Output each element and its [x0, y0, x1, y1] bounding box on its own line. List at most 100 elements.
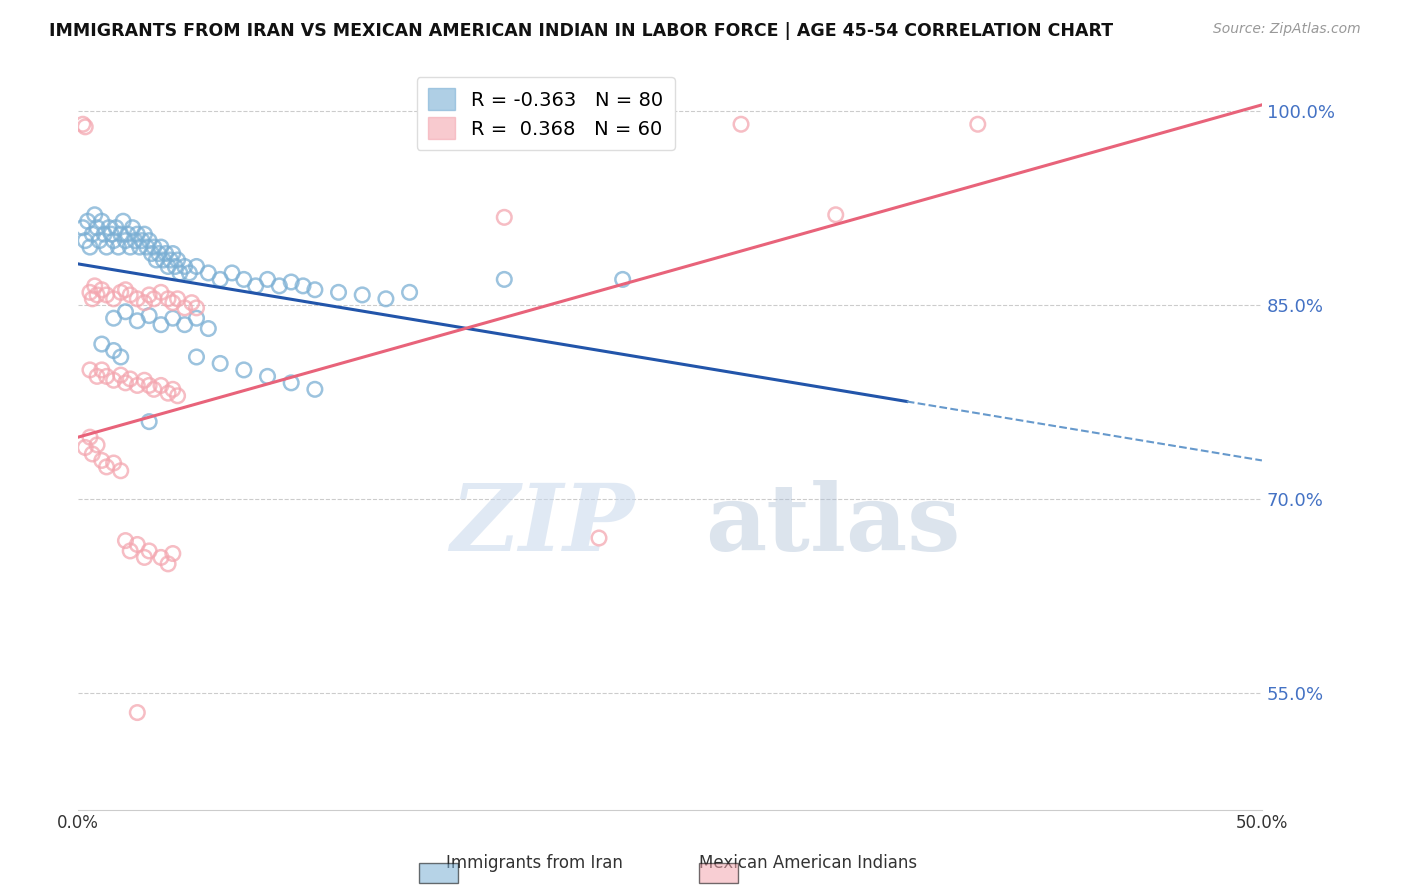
Point	[120, 240, 142, 254]
Point	[232, 363, 254, 377]
Point	[75, 234, 97, 248]
Point	[114, 304, 136, 318]
Point	[269, 278, 291, 293]
Point	[138, 288, 160, 302]
Point	[494, 211, 516, 225]
Point	[157, 260, 180, 274]
Legend: R = -0.363   N = 80, R =  0.368   N = 60: R = -0.363 N = 80, R = 0.368 N = 60	[416, 77, 675, 151]
Point	[127, 227, 149, 242]
Text: atlas: atlas	[706, 480, 960, 570]
Point	[292, 278, 315, 293]
Point	[169, 266, 191, 280]
Point	[79, 430, 101, 444]
Point	[97, 220, 120, 235]
Point	[89, 234, 111, 248]
Point	[72, 117, 94, 131]
Point	[173, 260, 195, 274]
Point	[128, 240, 150, 254]
Point	[256, 369, 278, 384]
Point	[127, 314, 149, 328]
Point	[79, 285, 101, 300]
Point	[149, 318, 172, 332]
Point	[256, 272, 278, 286]
Point	[82, 227, 104, 242]
Point	[142, 292, 165, 306]
Point	[90, 283, 112, 297]
Point	[162, 311, 184, 326]
Point	[179, 266, 201, 280]
Point	[90, 453, 112, 467]
Point	[107, 240, 129, 254]
Point	[280, 275, 302, 289]
Point	[103, 343, 125, 358]
Point	[86, 288, 108, 302]
Point	[138, 309, 160, 323]
Point	[352, 288, 374, 302]
Point	[103, 292, 125, 306]
Point	[197, 266, 219, 280]
Point	[86, 220, 108, 235]
Point	[134, 373, 156, 387]
Point	[110, 227, 132, 242]
Point	[93, 227, 115, 242]
Point	[145, 252, 167, 267]
Point	[83, 278, 105, 293]
Point	[166, 292, 188, 306]
Text: Mexican American Indians: Mexican American Indians	[699, 855, 918, 872]
Point	[374, 292, 396, 306]
Point	[232, 272, 254, 286]
Text: IMMIGRANTS FROM IRAN VS MEXICAN AMERICAN INDIAN IN LABOR FORCE | AGE 45-54 CORRE: IMMIGRANTS FROM IRAN VS MEXICAN AMERICAN…	[49, 22, 1114, 40]
Point	[197, 321, 219, 335]
Point	[180, 295, 202, 310]
Point	[114, 283, 136, 297]
Point	[186, 311, 208, 326]
Point	[127, 706, 149, 720]
Point	[138, 544, 160, 558]
Point	[96, 240, 118, 254]
Point	[120, 544, 142, 558]
Point	[730, 117, 752, 131]
Point	[149, 550, 172, 565]
Point	[103, 234, 125, 248]
Point	[824, 208, 846, 222]
Point	[110, 285, 132, 300]
Point	[245, 278, 267, 293]
Point	[162, 246, 184, 260]
Point	[127, 537, 149, 551]
Point	[162, 547, 184, 561]
Point	[75, 120, 97, 134]
Point	[72, 220, 94, 235]
Point	[79, 363, 101, 377]
Point	[221, 266, 243, 280]
Point	[149, 240, 172, 254]
Point	[134, 227, 156, 242]
Point	[138, 415, 160, 429]
Point	[90, 214, 112, 228]
Point	[159, 252, 181, 267]
Point	[157, 557, 180, 571]
Point	[82, 292, 104, 306]
Point	[142, 240, 165, 254]
Point	[304, 283, 326, 297]
Point	[120, 288, 142, 302]
Point	[186, 301, 208, 315]
Point	[588, 531, 610, 545]
Point	[127, 378, 149, 392]
Point	[110, 368, 132, 383]
Point	[155, 246, 177, 260]
Point	[138, 234, 160, 248]
Point	[142, 382, 165, 396]
Point	[134, 550, 156, 565]
Point	[131, 234, 153, 248]
Point	[127, 292, 149, 306]
Point	[186, 350, 208, 364]
Point	[96, 459, 118, 474]
Point	[209, 272, 232, 286]
Point	[112, 214, 135, 228]
Point	[124, 234, 146, 248]
Point	[96, 369, 118, 384]
Point	[328, 285, 350, 300]
Point	[134, 295, 156, 310]
Point	[494, 272, 516, 286]
Point	[110, 464, 132, 478]
